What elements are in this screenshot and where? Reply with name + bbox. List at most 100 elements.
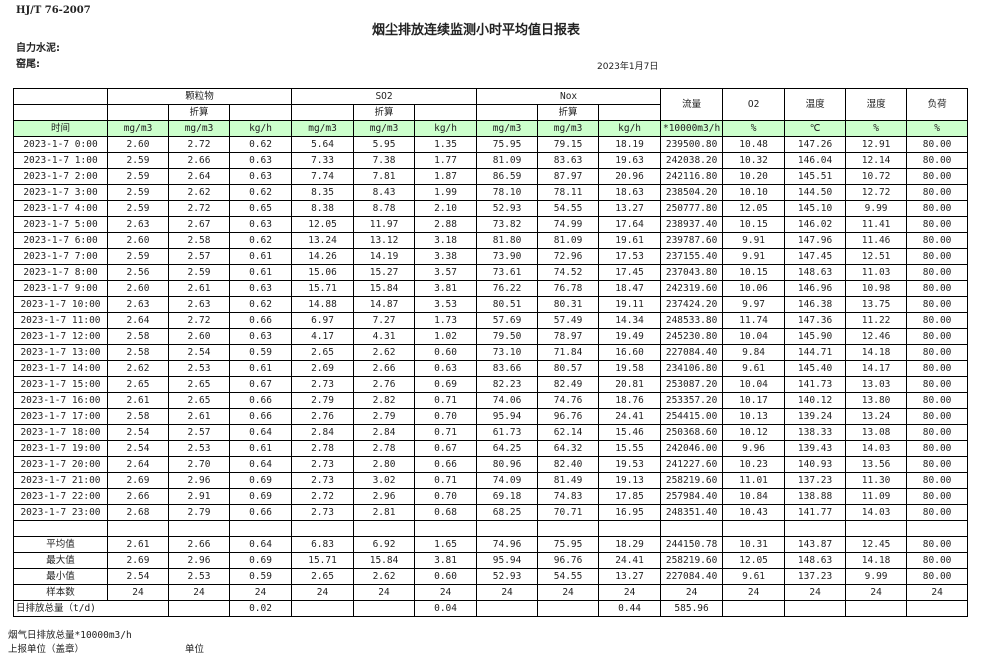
table-row: 2023-1-7 23:00 2.68 2.79 0.66 2.73 2.81 0.68 68… — [13, 504, 969, 521]
value-cell: 80.00 — [906, 216, 969, 233]
value-cell: 15.84 — [353, 280, 416, 297]
value-cell: 250368.60 — [660, 424, 724, 441]
value-cell: 0.59 — [228, 344, 293, 361]
value-cell: 0.65 — [228, 200, 293, 217]
value-cell: 10.48 — [722, 136, 786, 153]
stat-value: 13.27 — [598, 568, 662, 585]
value-cell: 2.59 — [107, 184, 169, 201]
value-cell: 14.34 — [598, 312, 662, 329]
table-row: 2023-1-7 12:00 2.58 2.60 0.63 4.17 4.31 1.02 79… — [13, 328, 969, 345]
value-cell: 10.84 — [722, 488, 786, 505]
value-cell: 95.94 — [476, 408, 539, 425]
value-cell: 2.67 — [168, 216, 230, 233]
value-cell: 2.73 — [291, 456, 355, 473]
time-cell: 2023-1-7 4:00 — [13, 200, 108, 217]
value-cell: 12.51 — [845, 248, 908, 265]
value-cell: 80.00 — [906, 280, 969, 297]
header-row-converted: 折算 折算 折算 — [13, 104, 968, 121]
stat-value: 52.93 — [476, 568, 539, 585]
daily-total-value — [291, 600, 355, 617]
stat-value: 10.31 — [722, 536, 786, 553]
table-row: 2023-1-7 15:00 2.65 2.65 0.67 2.73 2.76 0.69 82… — [13, 376, 969, 393]
stat-value: 9.61 — [722, 568, 786, 585]
blank-cell — [228, 520, 293, 537]
value-cell: 147.96 — [784, 232, 847, 249]
time-cell: 2023-1-7 13:00 — [13, 344, 108, 361]
value-cell: 74.06 — [476, 392, 539, 409]
stats-row: 样本数 24 24 24 24 24 24 24 24 24 24 24 24 24 24 — [13, 584, 969, 601]
unit-cell: mg/m3 — [537, 120, 600, 137]
stat-value: 12.45 — [845, 536, 908, 553]
value-cell: 2.10 — [414, 200, 478, 217]
value-cell: 0.60 — [414, 344, 478, 361]
header-blank — [228, 104, 293, 121]
value-cell: 18.19 — [598, 136, 662, 153]
value-cell: 87.97 — [537, 168, 600, 185]
value-cell: 57.69 — [476, 312, 539, 329]
value-cell: 139.24 — [784, 408, 847, 425]
table-row: 2023-1-7 2:00 2.59 2.64 0.63 7.74 7.81 1.87 86.… — [13, 168, 969, 185]
value-cell: 147.36 — [784, 312, 847, 329]
stat-value: 24 — [228, 584, 293, 601]
value-cell: 52.93 — [476, 200, 539, 217]
table-row: 2023-1-7 3:00 2.59 2.62 0.62 8.35 8.43 1.99 78.… — [13, 184, 969, 201]
stats-row: 最大值 2.69 2.96 0.69 15.71 15.84 3.81 95.94 96.76 2… — [13, 552, 969, 569]
value-cell: 3.57 — [414, 264, 478, 281]
value-cell: 3.81 — [414, 280, 478, 297]
unit-cell: *10000m3/h — [660, 120, 724, 137]
value-cell: 0.63 — [228, 280, 293, 297]
value-cell: 15.06 — [291, 264, 355, 281]
stat-value: 24 — [414, 584, 478, 601]
value-cell: 0.63 — [228, 152, 293, 169]
value-cell: 250777.80 — [660, 200, 724, 217]
value-cell: 68.25 — [476, 504, 539, 521]
value-cell: 73.10 — [476, 344, 539, 361]
value-cell: 0.66 — [414, 456, 478, 473]
daily-total-value — [722, 600, 786, 617]
table-row: 2023-1-7 5:00 2.63 2.67 0.63 12.05 11.97 2.88 7… — [13, 216, 969, 233]
value-cell: 2.59 — [107, 248, 169, 265]
value-cell: 10.32 — [722, 152, 786, 169]
value-cell: 2.66 — [168, 152, 230, 169]
value-cell: 2.62 — [353, 344, 416, 361]
time-cell: 2023-1-7 7:00 — [13, 248, 108, 265]
value-cell: 2.61 — [107, 392, 169, 409]
value-cell: 12.46 — [845, 328, 908, 345]
value-cell: 11.01 — [722, 472, 786, 489]
value-cell: 238504.20 — [660, 184, 724, 201]
value-cell: 2.63 — [107, 296, 169, 313]
time-cell: 2023-1-7 9:00 — [13, 280, 108, 297]
stat-value: 24 — [107, 584, 169, 601]
value-cell: 80.00 — [906, 376, 969, 393]
stat-label: 最小值 — [13, 568, 108, 585]
value-cell: 18.76 — [598, 392, 662, 409]
value-cell: 10.06 — [722, 280, 786, 297]
value-cell: 2.63 — [107, 216, 169, 233]
value-cell: 2.53 — [168, 440, 230, 457]
value-cell: 7.81 — [353, 168, 416, 185]
value-cell: 2.81 — [353, 504, 416, 521]
value-cell: 1.02 — [414, 328, 478, 345]
value-cell: 145.90 — [784, 328, 847, 345]
stat-value: 12.05 — [722, 552, 786, 569]
value-cell: 10.72 — [845, 168, 908, 185]
time-cell: 2023-1-7 8:00 — [13, 264, 108, 281]
unit-cell: kg/h — [414, 120, 478, 137]
value-cell: 138.88 — [784, 488, 847, 505]
header-blank — [13, 88, 108, 105]
value-cell: 237424.20 — [660, 296, 724, 313]
value-cell: 3.38 — [414, 248, 478, 265]
stat-value: 244150.78 — [660, 536, 724, 553]
value-cell: 2.65 — [107, 376, 169, 393]
unit-cell: mg/m3 — [353, 120, 416, 137]
value-cell: 61.73 — [476, 424, 539, 441]
value-cell: 10.04 — [722, 376, 786, 393]
value-cell: 2.58 — [168, 232, 230, 249]
stat-value: 15.71 — [291, 552, 355, 569]
header-converted: 折算 — [168, 104, 230, 121]
unit-label: 单位 — [185, 644, 205, 655]
value-cell: 76.78 — [537, 280, 600, 297]
value-cell: 78.11 — [537, 184, 600, 201]
value-cell: 9.99 — [845, 200, 908, 217]
value-cell: 11.03 — [845, 264, 908, 281]
